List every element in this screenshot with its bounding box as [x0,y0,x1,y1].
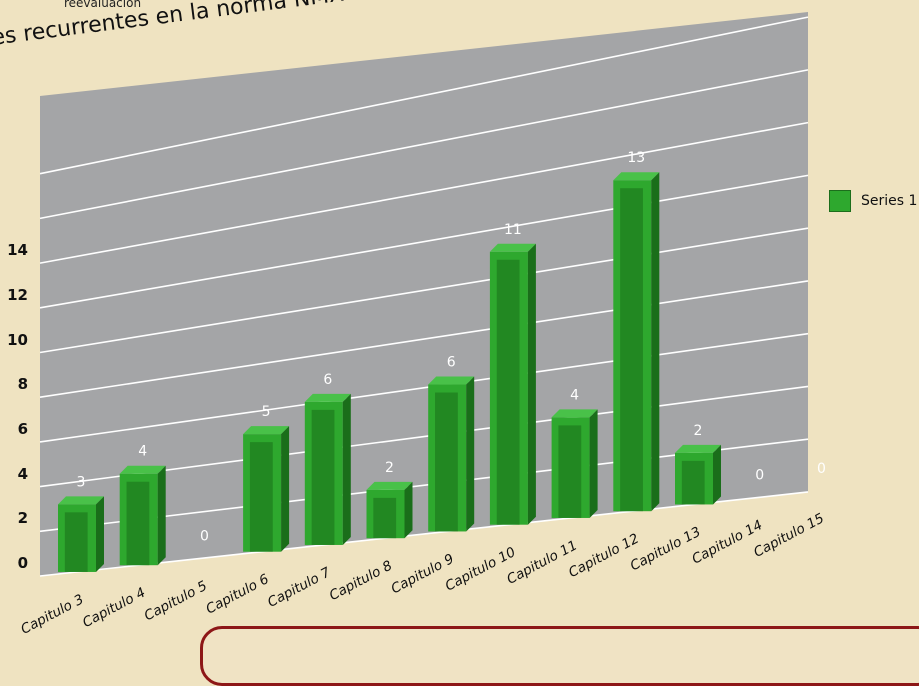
value-label: 4 [570,387,579,403]
value-label: 0 [200,528,209,544]
y-tick-label: 8 [17,375,28,394]
x-tick-label: Capitulo 8 [327,558,395,604]
bar-top [489,243,536,252]
bar-side [589,409,598,518]
bar-shade [681,460,705,505]
bar-top [551,409,598,418]
gridline [39,385,809,488]
bar-top [428,376,475,385]
y-tick-label: 0 [17,554,28,572]
x-tick-label: Capitulo 4 [80,585,148,631]
bar-side [342,393,351,545]
value-label: 13 [627,150,645,166]
gridline [39,332,809,443]
value-label: 4 [138,444,147,460]
gridline [39,174,809,309]
gridline [39,121,809,264]
bar-top [243,426,290,435]
value-labels: 3 4 0 5 6 2 6 11 4 13 2 0 0 [77,150,826,544]
x-tick-label: Capitulo 11 [504,537,580,587]
gridline [39,280,809,398]
x-tick-label: Capitulo 15 [751,510,827,560]
value-label: 0 [817,461,826,477]
y-tick-label: 6 [17,419,28,438]
value-label: 5 [262,404,271,420]
legend: Series 1 [829,190,917,212]
bar-shade [496,259,520,525]
bar-shade [558,425,582,518]
x-tick-label: Capitulo 3 [18,591,86,637]
value-label: 11 [504,222,522,238]
gridline [39,491,809,577]
y-tick-label: 12 [7,285,28,304]
value-label: 6 [323,372,332,388]
legend-label: Series 1 [861,193,918,209]
x-tick-label: Capitulo 9 [388,551,456,597]
bar-top [613,172,660,181]
bar-shade [620,188,643,512]
bar-side [651,172,660,512]
bars [58,172,721,572]
bar-side [466,376,475,532]
bar-shade [435,392,458,532]
y-tick-label: 2 [17,509,28,528]
bar-shade [64,512,88,572]
value-label: 2 [694,423,703,439]
bar-shade [373,497,397,539]
gridline [39,69,809,220]
value-label: 0 [755,468,764,484]
value-label: 6 [447,355,456,371]
y-tick-label: 14 [7,241,28,260]
gridline [39,227,809,354]
bar-top [366,481,413,490]
bar-side [713,444,721,505]
x-tick-label: Capitulo 13 [628,524,704,574]
value-label: 2 [385,460,394,476]
y-tick-label: 4 [17,464,28,483]
bar-shade [311,409,335,545]
x-tick-label: Capitulo 12 [566,531,642,581]
bar-side [404,481,413,539]
gridline [39,16,809,175]
legend-swatch [829,190,851,212]
x-tick-label: Capitulo 5 [142,578,210,624]
x-tick-label: Capitulo 10 [443,544,519,594]
bar-top [304,393,351,402]
gridlines [39,16,809,577]
x-tick-label: Capitulo 6 [203,571,271,617]
y-tick-label: 10 [7,330,28,349]
x-tick-label: Capitulo 14 [689,517,765,567]
bar-side [281,426,290,552]
bar-shade [249,442,273,552]
bar-top [58,496,104,505]
bar-top [119,465,166,474]
value-label: 3 [77,474,86,490]
bar-top [675,444,721,453]
callout-box [200,626,919,686]
bar-side [527,243,536,525]
x-tick-label: Capitulo 7 [265,564,334,611]
top-label: reevaluación [64,0,142,10]
bar-side [157,465,166,566]
bar-shade [126,481,150,566]
bar-side [96,496,104,572]
